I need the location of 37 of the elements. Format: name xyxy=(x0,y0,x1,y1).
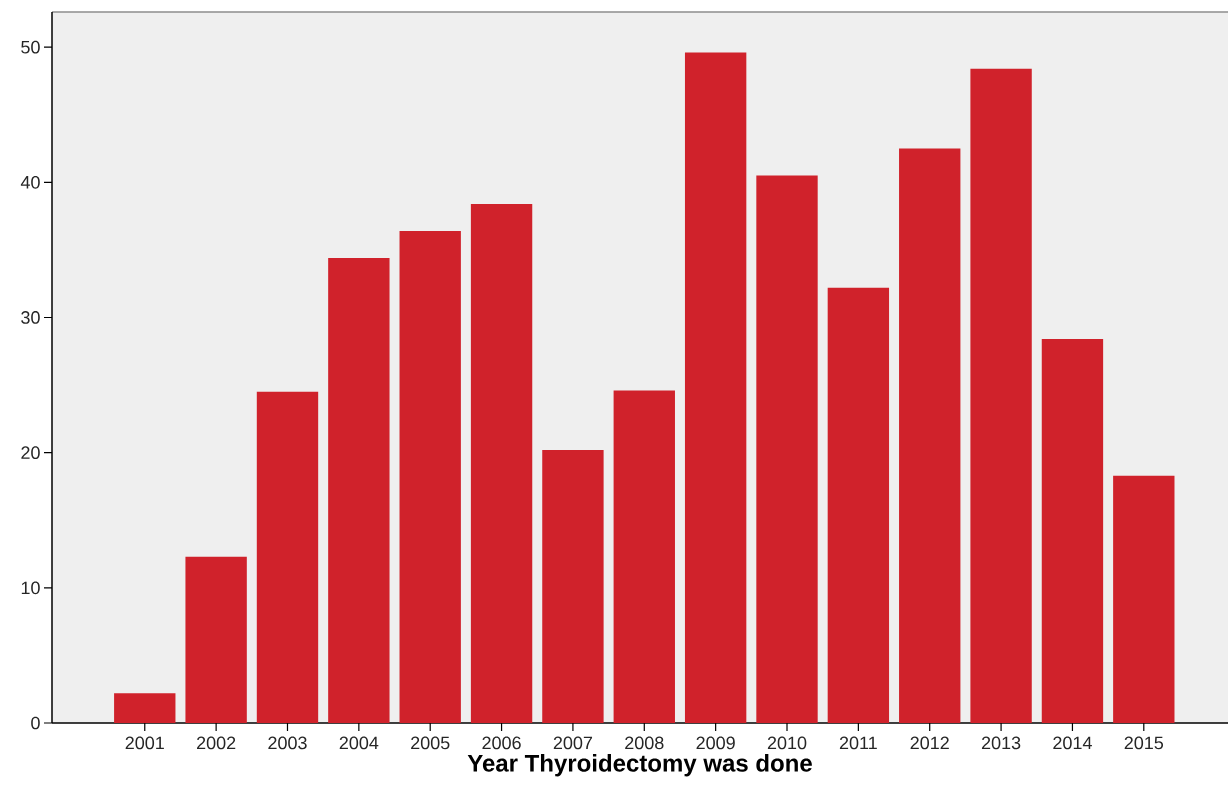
bar xyxy=(684,52,747,723)
y-tick-label: 0 xyxy=(31,716,40,730)
x-tick-label: 2006 xyxy=(482,736,521,750)
bar xyxy=(470,203,533,723)
bar xyxy=(613,390,675,723)
x-tick-label: 2009 xyxy=(696,736,735,750)
bar xyxy=(827,287,890,723)
bar xyxy=(542,449,604,723)
y-tick-label: 20 xyxy=(21,446,40,460)
bar xyxy=(114,693,176,723)
x-tick-label: 2001 xyxy=(125,736,164,750)
bar xyxy=(1113,475,1175,723)
bar xyxy=(756,175,818,723)
x-tick-label: 2003 xyxy=(268,736,307,750)
y-tick-label: 50 xyxy=(21,40,40,54)
x-tick-label: 2014 xyxy=(1053,736,1092,750)
bar xyxy=(256,391,319,723)
x-tick-label: 2002 xyxy=(197,736,236,750)
bar xyxy=(1041,339,1104,723)
x-tick-label: 2013 xyxy=(981,736,1021,750)
x-tick-label: 2004 xyxy=(339,736,379,750)
y-tick-label: 10 xyxy=(21,581,40,595)
bar xyxy=(970,68,1032,723)
y-tick-label: 40 xyxy=(20,175,40,189)
bar xyxy=(899,148,961,723)
bar xyxy=(328,258,390,723)
bar xyxy=(185,556,247,723)
x-tick-label: 2007 xyxy=(553,736,593,750)
x-tick-label: 2005 xyxy=(411,736,450,750)
x-tick-label: 2012 xyxy=(910,736,949,750)
x-tick-label: 2011 xyxy=(839,736,877,750)
x-tick-label: 2010 xyxy=(767,736,807,750)
y-tick-label: 30 xyxy=(21,311,40,324)
x-tick-label: 2015 xyxy=(1124,736,1164,750)
bar xyxy=(399,230,461,723)
x-tick-label: 2008 xyxy=(625,736,664,750)
x-axis-title: Year Thyroidectomy was done xyxy=(467,754,812,777)
